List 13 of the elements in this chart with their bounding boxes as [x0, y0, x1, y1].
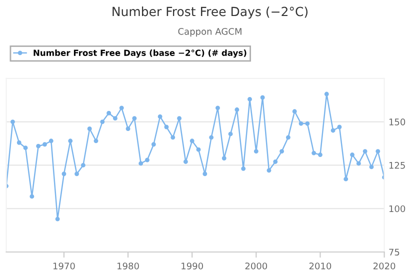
- x-tick-label: 2000: [245, 262, 268, 270]
- legend-label: Number Frost Free Days (base −2°C) (# days): [34, 50, 246, 58]
- chart-subtitle: Cappon AGCM: [178, 28, 242, 37]
- y-tick-label: 100: [389, 205, 406, 212]
- y-tick-label: 75: [389, 248, 400, 256]
- x-tick-label: 2010: [309, 262, 332, 270]
- chart-title: Number Frost Free Days (−2°C): [112, 6, 308, 19]
- x-tick-label: 1990: [182, 262, 203, 270]
- x-tick-label: 1970: [53, 262, 75, 270]
- y-tick-label: 150: [389, 118, 406, 126]
- x-tick-label: 2020: [373, 262, 396, 270]
- y-tick-label: 125: [389, 162, 405, 169]
- x-tick-label: 1980: [118, 262, 139, 270]
